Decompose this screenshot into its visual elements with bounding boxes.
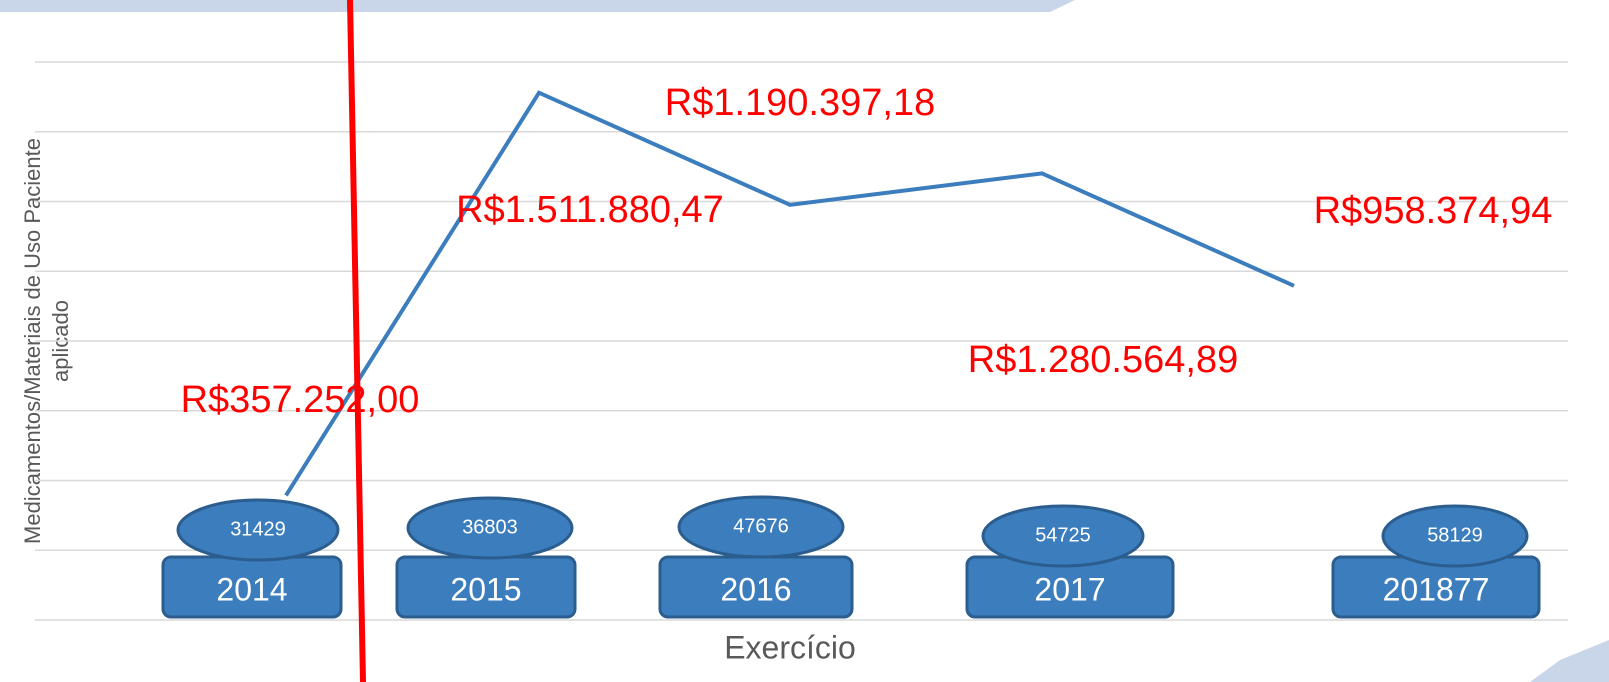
x-tick-label: 201877 — [1383, 571, 1490, 607]
data-label: R$1.280.564,89 — [968, 339, 1238, 381]
x-tick-label: 2016 — [720, 571, 791, 607]
count-badge — [176, 498, 340, 562]
line — [284, 90, 1295, 497]
x-axis-title: Exercício — [724, 629, 856, 665]
count-label: 47676 — [733, 515, 789, 537]
count-label: 58129 — [1427, 524, 1483, 546]
data-label: R$1.511.880,47 — [456, 189, 724, 231]
data-label: R$1.190.397,18 — [665, 82, 935, 124]
count-badge — [1381, 504, 1529, 568]
red-marker-line — [347, 0, 366, 682]
count-label: 54725 — [1035, 524, 1091, 546]
count-label: 31429 — [230, 518, 286, 540]
x-tick-label: 2017 — [1034, 571, 1105, 607]
count-badge — [981, 504, 1145, 568]
count-badge — [406, 496, 574, 560]
top-banner — [0, 0, 1075, 12]
x-tick-label: 2015 — [450, 571, 521, 607]
x-tick-label: 2014 — [216, 571, 287, 607]
corner-decoration — [1530, 640, 1609, 682]
count-label: 36803 — [462, 516, 518, 538]
data-label: R$357.252,00 — [181, 379, 420, 421]
count-badge — [677, 495, 845, 559]
data-label: R$958.374,94 — [1314, 190, 1553, 232]
